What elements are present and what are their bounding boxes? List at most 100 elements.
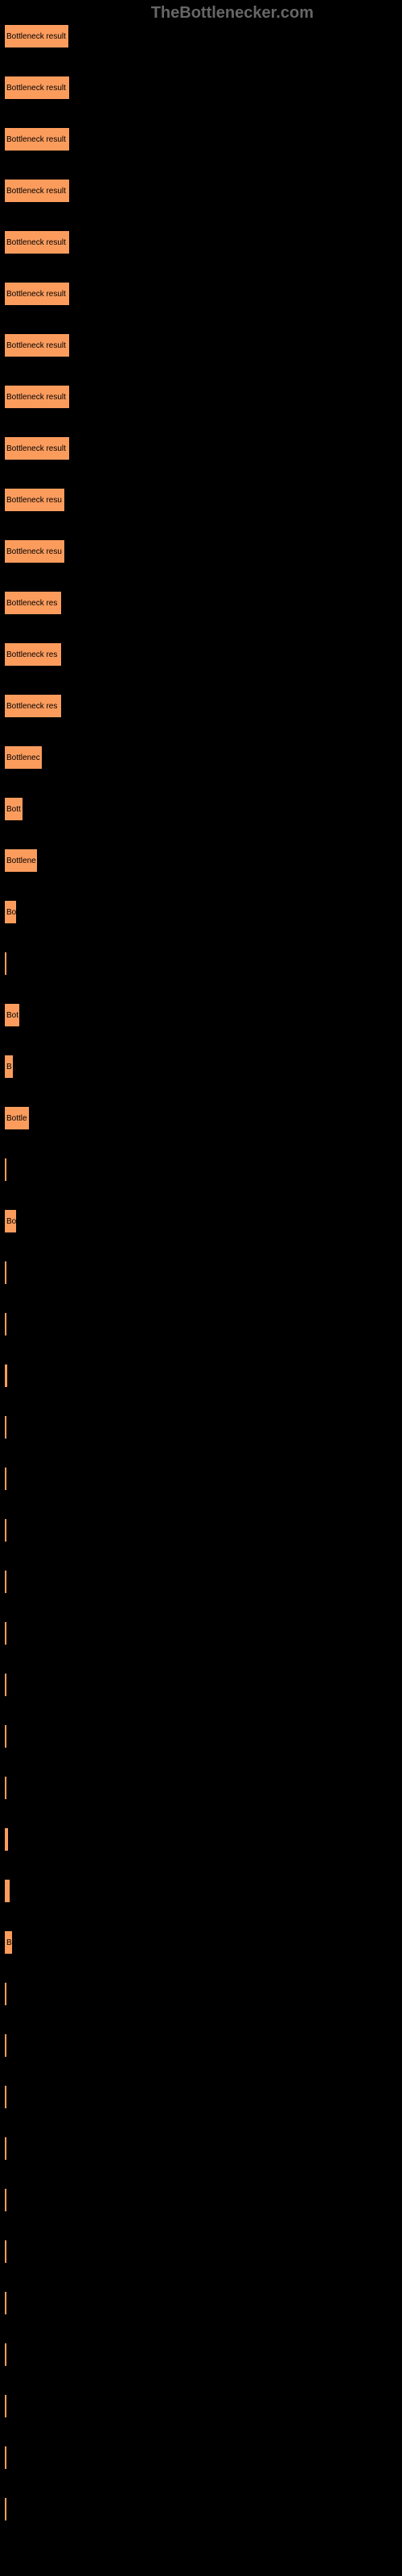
bar: Bottleneck res	[4, 642, 62, 667]
bar-row: Bottleneck res	[4, 591, 398, 615]
bar	[4, 1827, 9, 1852]
bar: Bot	[4, 1003, 20, 1027]
bar: Bottleneck res	[4, 591, 62, 615]
bar	[4, 2033, 7, 2058]
bar-row	[4, 1827, 398, 1852]
watermark: TheBottlenecker.com	[151, 4, 314, 23]
bar-row	[4, 2136, 398, 2161]
bar	[4, 2394, 7, 2418]
bar-row	[4, 1158, 398, 1182]
bar-row: B	[4, 1055, 398, 1079]
bar-row: Bottlenec	[4, 745, 398, 770]
bar: Bottleneck result	[4, 24, 69, 48]
bar: Bottleneck result	[4, 282, 70, 306]
bar-row: Bottleneck resu	[4, 539, 398, 564]
bar-row	[4, 952, 398, 976]
bar-row	[4, 1621, 398, 1645]
bar-row: Bottleneck res	[4, 694, 398, 718]
bar	[4, 1415, 7, 1439]
bar	[4, 1570, 7, 1594]
bar: Bottlenec	[4, 745, 43, 770]
bar: Bottleneck result	[4, 436, 70, 460]
bar-row	[4, 1982, 398, 2006]
bar-row: Bott	[4, 797, 398, 821]
bar-row: Bottleneck result	[4, 230, 398, 254]
bar: Bo	[4, 1209, 17, 1233]
bar-row	[4, 1673, 398, 1697]
bar	[4, 2446, 7, 2470]
bar	[4, 1312, 7, 1336]
bar-row	[4, 1467, 398, 1491]
bar: Bottleneck res	[4, 694, 62, 718]
bar	[4, 1724, 7, 1748]
bar-row: Bottleneck result	[4, 76, 398, 100]
bar: B	[4, 1930, 13, 1955]
bar-row: B	[4, 1930, 398, 1955]
bar-row	[4, 1364, 398, 1388]
bar-row	[4, 2291, 398, 2315]
bar	[4, 1364, 8, 1388]
bar: B	[4, 1055, 14, 1079]
bar: Bott	[4, 797, 23, 821]
bar-row: Bot	[4, 1003, 398, 1027]
bar	[4, 1982, 7, 2006]
bar	[4, 2085, 7, 2109]
bar-row: Bottleneck result	[4, 385, 398, 409]
bar-row	[4, 2085, 398, 2109]
bar: Bottleneck result	[4, 385, 70, 409]
bar-row: Bottle	[4, 1106, 398, 1130]
bar	[4, 2343, 7, 2367]
bar	[4, 1467, 7, 1491]
bar-row	[4, 2188, 398, 2212]
bar-row	[4, 1776, 398, 1800]
bar	[4, 2240, 7, 2264]
bar-row: Bo	[4, 900, 398, 924]
bar-row	[4, 1312, 398, 1336]
bar: Bottleneck result	[4, 333, 70, 357]
bar-row: Bottleneck result	[4, 282, 398, 306]
bar-row: Bottleneck res	[4, 642, 398, 667]
bar: Bottlene	[4, 848, 38, 873]
bar-chart: Bottleneck result Bottleneck result Bottle…	[0, 0, 402, 2565]
bar	[4, 1673, 7, 1697]
bar: Bottleneck resu	[4, 488, 65, 512]
bar	[4, 952, 7, 976]
bar: Bottleneck resu	[4, 539, 65, 564]
bar-row: Bottleneck result	[4, 127, 398, 151]
bar	[4, 2291, 7, 2315]
bar	[4, 1879, 10, 1903]
bar	[4, 1518, 7, 1542]
bar-row	[4, 2343, 398, 2367]
bar	[4, 1158, 7, 1182]
bar	[4, 1621, 7, 1645]
bar: Bottleneck result	[4, 76, 70, 100]
bar	[4, 2497, 7, 2521]
bar-row	[4, 1724, 398, 1748]
bar	[4, 1261, 7, 1285]
bar-row	[4, 1415, 398, 1439]
bar-row: Bottleneck result	[4, 436, 398, 460]
bar	[4, 1776, 7, 1800]
bar-row	[4, 1518, 398, 1542]
bar	[4, 2136, 7, 2161]
bar-row	[4, 2033, 398, 2058]
bar-row	[4, 2446, 398, 2470]
bar: Bottleneck result	[4, 230, 70, 254]
bar	[4, 2188, 7, 2212]
bar-row	[4, 2497, 398, 2521]
bar-row	[4, 2394, 398, 2418]
bar-row	[4, 1879, 398, 1903]
bar-row: Bottleneck result	[4, 179, 398, 203]
bar-row: Bottleneck result	[4, 333, 398, 357]
bar-row: Bottlene	[4, 848, 398, 873]
bar-row	[4, 1261, 398, 1285]
bar: Bottleneck result	[4, 127, 70, 151]
bar-row: Bottleneck result	[4, 24, 398, 48]
bar-row	[4, 1570, 398, 1594]
bar: Bottle	[4, 1106, 30, 1130]
bar: Bottleneck result	[4, 179, 70, 203]
bar: Bo	[4, 900, 17, 924]
bar-row: Bo	[4, 1209, 398, 1233]
bar-row	[4, 2240, 398, 2264]
bar-row: Bottleneck resu	[4, 488, 398, 512]
